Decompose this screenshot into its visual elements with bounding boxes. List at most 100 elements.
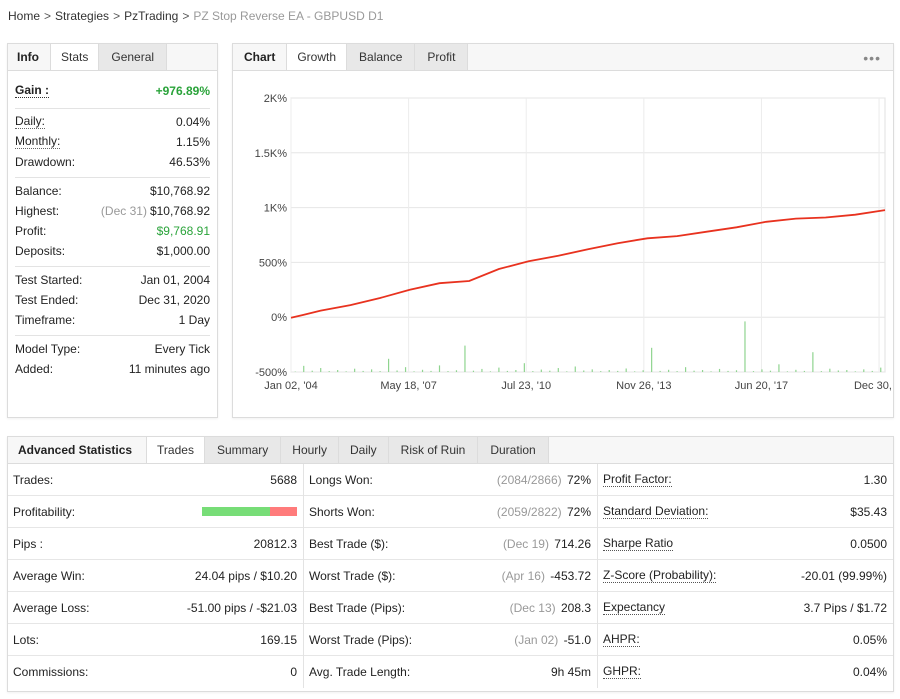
highest-value: $10,768.92 <box>149 204 210 218</box>
ellipsis-icon[interactable]: ••• <box>863 50 881 66</box>
timeframe-row: Timeframe: 1 Day <box>15 310 210 330</box>
chart-panel: Chart Growth Balance Profit ••• 2K% 1.5K%… <box>232 43 894 418</box>
gain-label[interactable]: Gain : <box>15 82 50 98</box>
stat-muted: (Jan 02) <box>514 632 559 647</box>
stat-row-best-trade-pips: Best Trade (Pips): (Dec 13) 208.3 <box>304 592 597 624</box>
stat-value: -453.72 <box>550 568 591 583</box>
tab-duration[interactable]: Duration <box>478 437 549 463</box>
stat-muted: (2084/2866) <box>496 472 562 487</box>
stat-label: Trades: <box>13 472 54 487</box>
tab-hourly[interactable]: Hourly <box>281 437 339 463</box>
stat-label: Best Trade ($): <box>309 536 389 551</box>
stat-value: 3.7 Pips / $1.72 <box>803 600 887 615</box>
stat-row-best-trade-usd: Best Trade ($): (Dec 19) 714.26 <box>304 528 597 560</box>
stat-row-ahpr: AHPR: 0.05% <box>598 624 893 656</box>
stat-label[interactable]: AHPR: <box>603 631 640 647</box>
advanced-statistics-panel: Advanced Statistics Trades Summary Hourl… <box>7 436 894 692</box>
stat-label: Longs Won: <box>309 472 373 487</box>
stat-label: Best Trade (Pips): <box>309 600 406 615</box>
highest-value-wrap: (Dec 31) $10,768.92 <box>101 204 210 218</box>
advanced-grid: Trades: 5688 Profitability: Pips : 20812… <box>8 464 893 688</box>
stat-row-worst-trade-usd: Worst Trade ($): (Apr 16) -453.72 <box>304 560 597 592</box>
daily-label[interactable]: Daily: <box>15 114 46 129</box>
stat-value: 714.26 <box>554 536 591 551</box>
stat-label[interactable]: Sharpe Ratio <box>603 535 674 551</box>
stats-column-2: Longs Won: (2084/2866) 72% Shorts Won: (… <box>304 464 598 688</box>
stat-value: 72% <box>566 504 591 519</box>
highest-date: (Dec 31) <box>100 204 147 218</box>
daily-row: Daily: 0.04% <box>15 112 210 132</box>
tab-balance[interactable]: Balance <box>347 44 416 70</box>
stat-row-average-loss: Average Loss: -51.00 pips / -$21.03 <box>8 592 303 624</box>
stat-value-wrap: (Dec 19) 714.26 <box>503 537 591 551</box>
rates-group: Daily: 0.04% Monthly: 1.15% Drawdown: 46… <box>15 109 210 178</box>
y-tick-label: 2K% <box>264 93 287 105</box>
stats-column-3: Profit Factor: 1.30 Standard Deviation: … <box>598 464 893 688</box>
stat-label: Avg. Trade Length: <box>309 665 411 679</box>
stat-row-z-score: Z-Score (Probability): -20.01 (99.99%) <box>598 560 893 592</box>
breadcrumb-current: PZ Stop Reverse EA - GBPUSD D1 <box>193 9 384 23</box>
timeframe-label: Timeframe: <box>15 313 76 327</box>
stat-label: Commissions: <box>13 665 89 679</box>
monthly-row: Monthly: 1.15% <box>15 132 210 152</box>
balance-group: Balance: $10,768.92 Highest: (Dec 31) $10… <box>15 178 210 267</box>
tab-chart[interactable]: Chart <box>233 44 287 70</box>
tab-daily[interactable]: Daily <box>338 437 389 463</box>
tab-trades[interactable]: Trades <box>146 436 205 463</box>
monthly-label[interactable]: Monthly: <box>15 134 61 149</box>
gain-value: +976.89% <box>155 83 210 98</box>
tab-summary[interactable]: Summary <box>204 437 282 463</box>
tab-stats[interactable]: Stats <box>50 43 100 70</box>
deposits-row: Deposits: $1,000.00 <box>15 241 210 261</box>
x-tick-label: Dec 30, ... <box>854 380 893 392</box>
breadcrumb-strategies-link[interactable]: Strategies <box>55 9 110 23</box>
tab-info[interactable]: Info <box>8 44 50 70</box>
stat-row-worst-trade-pips: Worst Trade (Pips): (Jan 02) -51.0 <box>304 624 597 656</box>
stat-value: 0.05% <box>852 632 887 647</box>
stat-value-wrap: (2084/2866) 72% <box>497 473 591 487</box>
stat-row-ghpr: GHPR: 0.04% <box>598 656 893 688</box>
profitability-win-segment <box>202 507 271 516</box>
stat-label[interactable]: Z-Score (Probability): <box>603 567 717 583</box>
test-group: Test Started: Jan 01, 2004 Test Ended: D… <box>15 267 210 336</box>
test-ended-row: Test Ended: Dec 31, 2020 <box>15 290 210 310</box>
drawdown-value: 46.53% <box>169 155 210 169</box>
stat-value: 208.3 <box>560 600 591 615</box>
x-tick-label: Jul 23, '10 <box>501 380 551 392</box>
advanced-statistics-title: Advanced Statistics <box>8 437 147 463</box>
profitability-bar <box>202 507 297 516</box>
stat-value-wrap: (Jan 02) -51.0 <box>514 633 591 647</box>
info-tabs: Info Stats General <box>8 43 217 71</box>
balance-label: Balance: <box>15 184 62 198</box>
stat-label: Average Win: <box>13 568 85 583</box>
tab-growth[interactable]: Growth <box>286 43 348 70</box>
y-tick-label: 0% <box>271 312 287 324</box>
breadcrumb-home-link[interactable]: Home <box>8 9 41 23</box>
model-type-value: Every Tick <box>154 342 210 356</box>
stat-row-profit-factor: Profit Factor: 1.30 <box>598 464 893 496</box>
stat-label[interactable]: Expectancy <box>603 599 666 615</box>
stat-row-commissions: Commissions: 0 <box>8 656 303 688</box>
growth-line <box>290 209 886 319</box>
y-tick-label: 1.5K% <box>255 148 288 160</box>
stat-row-expectancy: Expectancy 3.7 Pips / $1.72 <box>598 592 893 624</box>
stat-value: $35.43 <box>850 504 887 519</box>
tab-risk-of-ruin[interactable]: Risk of Ruin <box>388 437 479 463</box>
stat-value: 0 <box>290 665 297 679</box>
daily-value: 0.04% <box>175 115 210 129</box>
stat-value: 24.04 pips / $10.20 <box>194 568 297 583</box>
stat-label[interactable]: GHPR: <box>603 664 642 679</box>
monthly-value: 1.15% <box>175 135 210 149</box>
plot-area <box>290 97 886 373</box>
stat-value-wrap: (Apr 16) -453.72 <box>502 569 591 583</box>
tab-profit[interactable]: Profit <box>415 44 469 70</box>
breadcrumb-vendor-link[interactable]: PzTrading <box>124 9 179 23</box>
stat-row-standard-deviation: Standard Deviation: $35.43 <box>598 496 893 528</box>
info-body: Gain : +976.89% Daily: 0.04% Monthly: 1.… <box>8 71 217 384</box>
profit-label: Profit: <box>15 224 47 238</box>
stat-label[interactable]: Profit Factor: <box>603 471 672 487</box>
tab-general[interactable]: General <box>99 44 168 70</box>
added-value: 11 minutes ago <box>128 362 210 376</box>
stat-label[interactable]: Standard Deviation: <box>603 503 709 519</box>
added-label: Added: <box>15 362 54 376</box>
